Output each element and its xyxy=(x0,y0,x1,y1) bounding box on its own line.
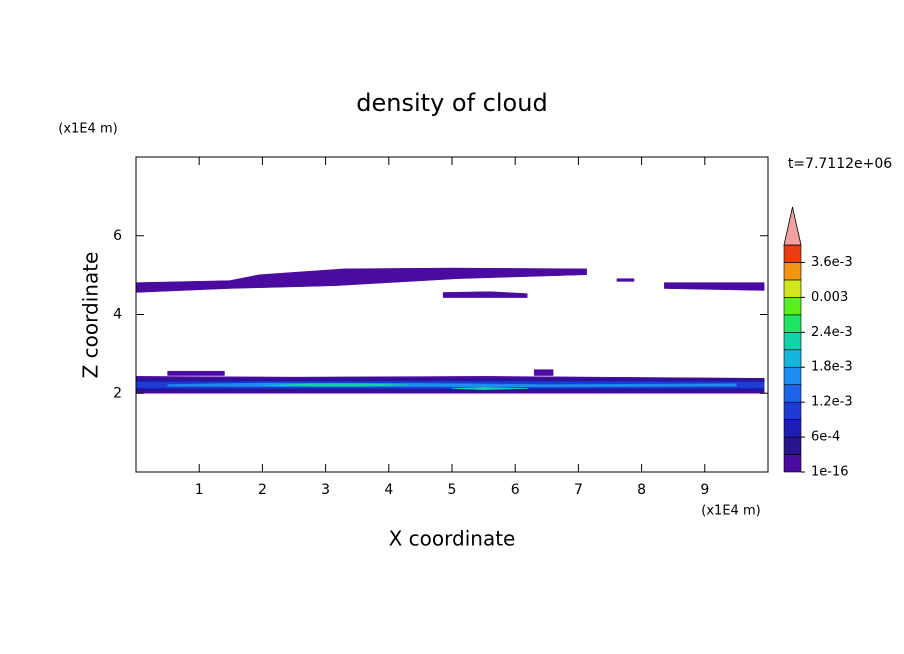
colorbar-tick-label: 6e-4 xyxy=(811,430,840,445)
plot-frame xyxy=(135,156,769,473)
y-unit: (x1E4 m) xyxy=(58,122,117,137)
x-tick-label: 1 xyxy=(195,482,204,498)
contour-region xyxy=(442,291,528,298)
colorbar-tick-label: 1.2e-3 xyxy=(811,395,853,410)
contour-region xyxy=(616,278,635,282)
contour-region xyxy=(262,383,408,387)
x-tick-label: 9 xyxy=(700,482,709,498)
colorbar-box xyxy=(783,384,802,403)
contour-region xyxy=(451,387,528,390)
x-tick-label: 4 xyxy=(384,482,393,498)
colorbar-box xyxy=(783,349,802,368)
y-axis-label: Z coordinate xyxy=(79,252,103,379)
colorbar-box xyxy=(783,314,802,333)
x-tick-label: 2 xyxy=(258,482,267,498)
x-unit: (x1E4 m) xyxy=(701,504,760,519)
contour-region xyxy=(136,267,587,293)
x-tick-label: 6 xyxy=(511,482,520,498)
colorbar-box xyxy=(783,332,802,351)
colorbar-box xyxy=(783,279,802,298)
y-tick-label: 4 xyxy=(113,307,122,323)
contour-field xyxy=(136,267,765,394)
x-tick-label: 7 xyxy=(574,482,583,498)
colorbar-box xyxy=(783,436,802,455)
colorbar-box xyxy=(783,454,802,473)
colorbar-box xyxy=(783,366,802,385)
colorbar-box xyxy=(783,262,802,281)
x-tick-label: 3 xyxy=(321,482,330,498)
colorbar-tick-label: 2.4e-3 xyxy=(811,325,853,340)
colorbar-box xyxy=(783,401,802,420)
y-tick-label: 2 xyxy=(113,385,122,401)
colorbar-box xyxy=(783,244,802,263)
colorbar-tick-label: 3.6e-3 xyxy=(811,255,853,270)
chart-title: density of cloud xyxy=(356,89,547,117)
colorbar-box xyxy=(783,419,802,438)
x-tick-label: 5 xyxy=(448,482,457,498)
colorbar-box xyxy=(783,297,802,316)
contour-region xyxy=(664,282,765,291)
colorbar-tick-label: 1.8e-3 xyxy=(811,360,853,375)
colorbar-tick-label: 0.003 xyxy=(811,290,848,305)
colorbar-extension xyxy=(783,206,802,246)
contour-region xyxy=(167,370,225,376)
colorbar-tick-label: 1e-16 xyxy=(811,465,849,480)
contour-region xyxy=(533,369,554,376)
x-axis-label: X coordinate xyxy=(389,527,516,551)
y-tick-label: 6 xyxy=(113,228,122,244)
time-annotation: t=7.7112e+06 xyxy=(788,156,892,172)
x-tick-label: 8 xyxy=(637,482,646,498)
